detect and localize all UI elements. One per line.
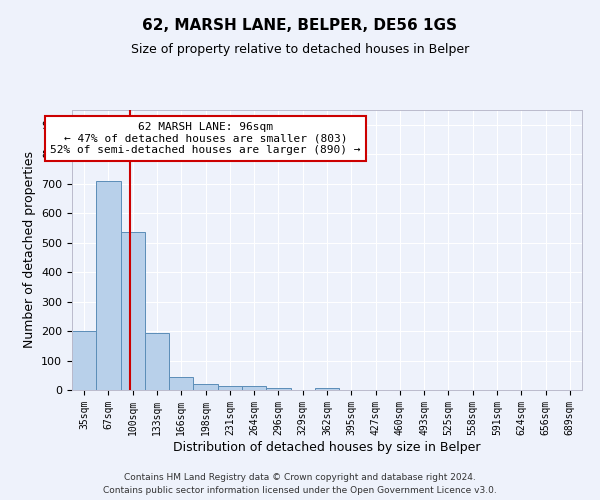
X-axis label: Distribution of detached houses by size in Belper: Distribution of detached houses by size … bbox=[173, 440, 481, 454]
Text: 62, MARSH LANE, BELPER, DE56 1GS: 62, MARSH LANE, BELPER, DE56 1GS bbox=[143, 18, 458, 32]
Bar bbox=[96, 180, 121, 390]
Bar bbox=[72, 331, 96, 390]
Y-axis label: Number of detached properties: Number of detached properties bbox=[23, 152, 35, 348]
Bar bbox=[169, 377, 193, 390]
Bar bbox=[315, 388, 339, 390]
Text: Size of property relative to detached houses in Belper: Size of property relative to detached ho… bbox=[131, 42, 469, 56]
Bar bbox=[242, 386, 266, 390]
Text: Contains HM Land Registry data © Crown copyright and database right 2024.: Contains HM Land Registry data © Crown c… bbox=[124, 474, 476, 482]
Bar bbox=[193, 384, 218, 390]
Bar bbox=[266, 388, 290, 390]
Text: Contains public sector information licensed under the Open Government Licence v3: Contains public sector information licen… bbox=[103, 486, 497, 495]
Bar bbox=[218, 386, 242, 390]
Text: 62 MARSH LANE: 96sqm
← 47% of detached houses are smaller (803)
52% of semi-deta: 62 MARSH LANE: 96sqm ← 47% of detached h… bbox=[50, 122, 361, 155]
Bar bbox=[145, 333, 169, 390]
Bar bbox=[121, 232, 145, 390]
